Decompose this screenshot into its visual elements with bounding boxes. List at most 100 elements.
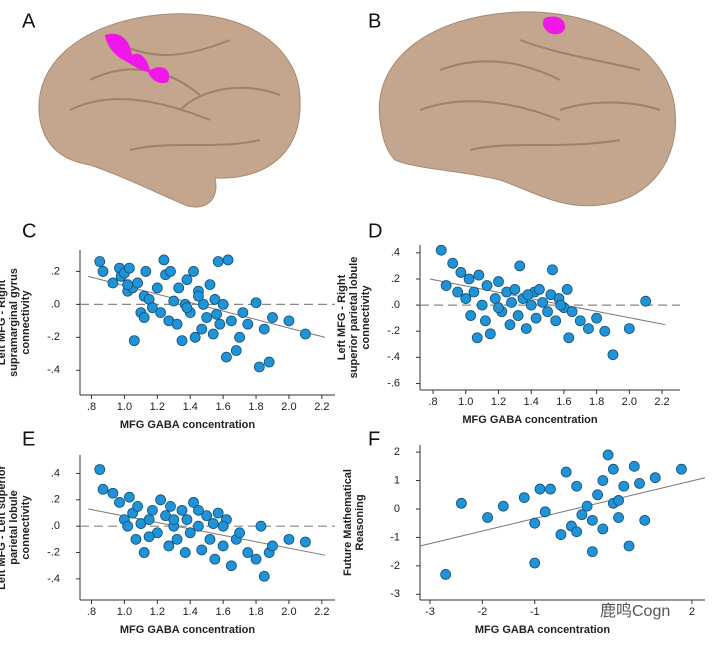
data-point [618, 480, 630, 492]
data-point [196, 323, 208, 335]
data-point [196, 544, 208, 556]
data-point [628, 460, 640, 472]
y-tick-label: -3 [390, 588, 400, 600]
y-axis-label: Left MFG - Left superior [0, 464, 8, 589]
data-point [489, 293, 501, 304]
data-point [484, 328, 496, 340]
data-point [566, 306, 578, 318]
data-point [143, 514, 155, 525]
data-point [465, 310, 477, 321]
x-tick-label: 2 [689, 606, 695, 618]
data-point [602, 449, 614, 461]
data-point [493, 302, 504, 314]
data-point [640, 295, 652, 307]
data-point [571, 480, 583, 492]
x-tick-label: 1.6 [556, 396, 571, 408]
data-point [440, 569, 452, 580]
data-point [204, 279, 216, 291]
data-point [574, 315, 586, 327]
panel-label: F [368, 428, 380, 450]
x-tick-label: 2.2 [314, 401, 329, 413]
data-point [201, 312, 213, 323]
data-point [207, 518, 219, 529]
data-point [193, 520, 204, 532]
data-point [504, 319, 516, 331]
x-tick-label: 1.2 [491, 396, 506, 408]
data-point [597, 523, 609, 535]
fit-line [419, 477, 706, 547]
y-tick-label: -.4 [387, 351, 400, 363]
x-tick-label: 1.8 [248, 606, 263, 618]
data-point [242, 318, 254, 330]
data-point [522, 289, 534, 301]
panel-label: A [22, 10, 36, 32]
y-tick-label: 0 [394, 503, 400, 515]
data-point [571, 526, 583, 538]
data-point [122, 279, 134, 291]
data-point [212, 256, 224, 267]
data-point [143, 531, 155, 543]
data-point [130, 533, 142, 545]
y-tick-label: -2 [390, 560, 400, 572]
data-point [173, 282, 185, 294]
data-point [211, 308, 222, 320]
data-point [555, 299, 567, 311]
data-point [440, 280, 452, 291]
data-point [586, 546, 598, 558]
data-point [97, 266, 109, 277]
data-point [561, 284, 573, 295]
data-point [221, 351, 232, 363]
data-point [188, 497, 199, 508]
y-tick-label: -.4 [47, 573, 60, 585]
panel-label: C [22, 220, 36, 242]
data-point [586, 514, 598, 526]
data-point [179, 547, 191, 558]
data-point [197, 298, 209, 310]
data-point [189, 331, 201, 343]
data-point [583, 323, 594, 335]
x-tick-label: 2.0 [281, 606, 296, 618]
y-axis-label: Future Mathematical [342, 469, 354, 576]
x-tick-label: .8 [87, 401, 96, 413]
data-point [138, 547, 150, 558]
data-point [473, 269, 485, 281]
data-point [435, 244, 447, 256]
y-axis-label: connectivity [360, 285, 372, 350]
data-point [201, 510, 213, 522]
data-point [482, 512, 493, 523]
y-tick-label: -.6 [387, 377, 400, 389]
data-point [176, 504, 188, 516]
data-point [181, 302, 193, 314]
data-point [497, 500, 509, 512]
y-tick-label: 1 [394, 474, 400, 486]
data-point [550, 315, 562, 327]
data-point [258, 323, 270, 335]
panel-label: D [368, 220, 382, 242]
data-point [181, 274, 193, 286]
data-point [138, 312, 150, 323]
data-point [299, 328, 311, 340]
y-axis-label: parietal lobule [8, 490, 20, 565]
y-axis-label: connectivity [20, 495, 32, 560]
data-point [545, 483, 556, 495]
data-point [250, 297, 262, 309]
y-tick-label: -.4 [47, 364, 60, 376]
x-tick-label: 2.2 [654, 396, 669, 408]
data-point [217, 298, 229, 310]
data-point [455, 497, 467, 509]
y-tick-label: -.2 [47, 331, 60, 343]
x-tick-label: 1.0 [458, 396, 473, 408]
y-tick-label: .2 [51, 494, 60, 506]
data-point [107, 487, 119, 499]
data-point [639, 514, 651, 526]
data-point [299, 536, 311, 548]
data-point [518, 492, 530, 504]
data-point [512, 310, 524, 321]
x-axis-label: MFG GABA concentration [462, 414, 598, 426]
x-tick-label: 1.2 [150, 606, 165, 618]
data-point [563, 332, 575, 344]
panel-label: B [368, 10, 381, 32]
data-point [168, 295, 180, 307]
data-point [520, 323, 532, 335]
